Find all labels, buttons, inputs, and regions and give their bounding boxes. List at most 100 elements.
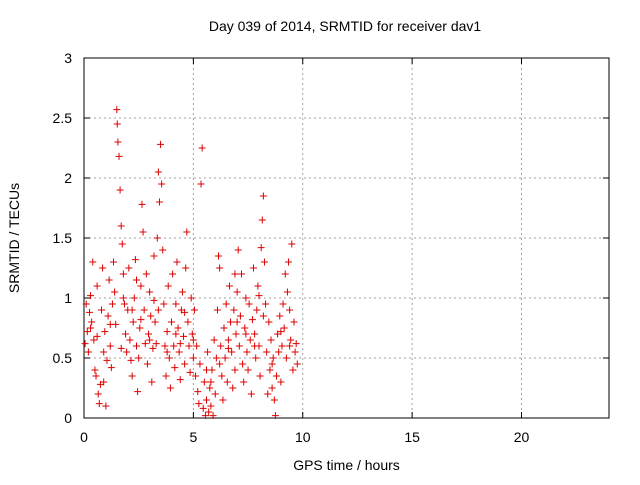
data-point [234, 246, 242, 254]
data-point [212, 354, 220, 362]
data-point [145, 330, 153, 338]
y-tick-label: 1 [64, 290, 72, 306]
data-point [127, 356, 135, 364]
data-point [254, 282, 262, 290]
data-point [170, 342, 178, 350]
data-point [100, 348, 108, 356]
axis-ticks [83, 57, 609, 419]
data-point [93, 282, 101, 290]
data-point [279, 300, 287, 308]
data-point [169, 270, 177, 278]
x-axis-label: GPS time / hours [293, 457, 400, 473]
data-point [181, 360, 189, 368]
y-axis-label: SRMTID / TECUs [6, 183, 22, 293]
data-point [236, 312, 244, 320]
data-point [248, 316, 256, 324]
data-point [140, 306, 148, 314]
data-point [98, 306, 105, 314]
data-point [154, 168, 162, 176]
data-point [257, 244, 265, 252]
data-point [204, 348, 212, 356]
data-point [162, 372, 170, 380]
data-point [251, 342, 259, 350]
data-point [117, 344, 125, 352]
data-point [263, 348, 271, 356]
data-point [106, 342, 114, 350]
data-point [150, 252, 158, 260]
data-point [116, 186, 124, 194]
data-point [113, 120, 121, 128]
data-point [281, 270, 289, 278]
data-point [231, 270, 239, 278]
data-point [123, 348, 131, 356]
data-point [221, 354, 229, 362]
data-point [270, 396, 278, 404]
data-point [265, 318, 273, 326]
data-point [252, 354, 260, 362]
data-point [242, 294, 250, 302]
data-point [110, 258, 118, 266]
data-point [187, 294, 195, 302]
data-point [205, 408, 213, 416]
data-point [148, 378, 156, 386]
data-point [216, 264, 224, 272]
data-point [207, 402, 215, 410]
data-point [119, 294, 127, 302]
data-point [180, 332, 188, 340]
data-point [233, 288, 241, 296]
y-tick-label: 2.5 [53, 110, 73, 126]
data-point [174, 324, 182, 332]
data-point [192, 372, 200, 380]
data-point [87, 292, 95, 300]
data-point [119, 270, 127, 278]
data-point [163, 348, 171, 356]
data-point [231, 366, 239, 374]
data-point [93, 332, 101, 340]
data-point [222, 300, 230, 308]
data-point [100, 378, 108, 386]
data-point [259, 312, 267, 320]
data-point [268, 360, 276, 368]
data-point [172, 330, 180, 338]
data-point [203, 396, 210, 404]
data-point [287, 336, 295, 344]
data-point [142, 270, 150, 278]
y-tick-label: 3 [64, 50, 72, 66]
data-point [273, 372, 280, 380]
data-point [176, 376, 184, 384]
data-point [197, 180, 205, 188]
data-point [153, 234, 161, 242]
data-point [133, 342, 140, 350]
data-point [232, 330, 240, 338]
data-point [182, 264, 190, 272]
data-point [250, 264, 258, 272]
data-point [220, 324, 228, 332]
data-point [271, 412, 279, 420]
data-point [133, 276, 140, 284]
data-point [152, 340, 160, 348]
grid-lines [84, 58, 609, 418]
data-point [286, 342, 294, 350]
data-point [143, 360, 151, 368]
x-tick-label: 5 [189, 429, 197, 445]
data-point [101, 328, 109, 336]
data-point [277, 328, 285, 336]
data-point [224, 344, 232, 352]
data-point [235, 342, 243, 350]
x-tick-label: 0 [80, 429, 88, 445]
data-point [149, 344, 157, 352]
data-point [94, 390, 102, 398]
data-point [201, 412, 209, 420]
data-point [223, 378, 231, 386]
data-point [161, 342, 169, 350]
data-point [181, 308, 189, 316]
data-point [135, 354, 143, 362]
data-point [266, 366, 274, 374]
data-point [178, 288, 186, 296]
data-point [196, 360, 204, 368]
data-point [183, 228, 191, 236]
data-point [92, 372, 100, 380]
data-point [166, 384, 174, 392]
data-point [184, 318, 192, 326]
data-point [260, 258, 268, 266]
